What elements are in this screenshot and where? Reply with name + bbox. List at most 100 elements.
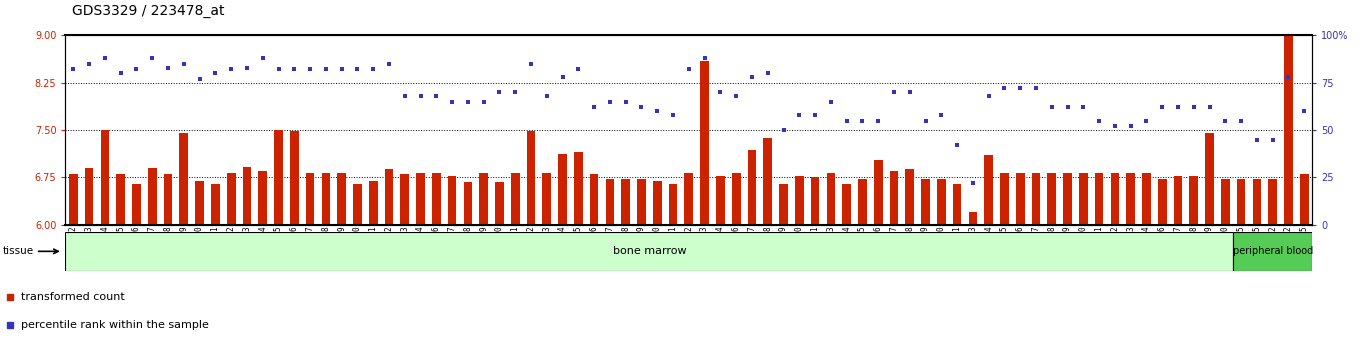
Point (205, 70, 226, 76)
Bar (1158, 179, 1166, 225)
Point (1009, 86, 1031, 91)
Bar (574, 152, 582, 225)
Bar (1127, 173, 1135, 225)
Point (993, 86, 1015, 91)
Bar (180, 133, 188, 225)
Point (709, 89, 731, 95)
Bar (85, 168, 94, 225)
Point (899, 89, 921, 95)
Point (94, 55, 116, 61)
Bar (291, 131, 299, 225)
Bar (827, 173, 835, 225)
Bar (322, 173, 330, 225)
Point (726, 93, 747, 99)
Point (551, 74, 573, 80)
Point (584, 104, 606, 110)
Point (694, 55, 716, 61)
Point (1041, 104, 1063, 110)
Bar (132, 184, 140, 225)
Point (836, 118, 858, 124)
Bar (779, 184, 788, 225)
Bar (226, 173, 236, 225)
Bar (700, 61, 709, 225)
Point (1088, 118, 1110, 124)
Point (1183, 104, 1204, 110)
Bar (1000, 173, 1009, 225)
Point (125, 67, 147, 72)
Bar (1252, 179, 1262, 225)
Bar (747, 150, 756, 225)
Text: percentile rank within the sample: percentile rank within the sample (20, 320, 209, 330)
Bar (906, 169, 914, 225)
Bar (353, 184, 361, 225)
Bar (416, 173, 424, 225)
Point (599, 99, 621, 104)
Point (1230, 118, 1252, 124)
Bar (195, 181, 205, 225)
Bar (1221, 179, 1230, 225)
Point (488, 89, 510, 95)
Point (567, 67, 589, 72)
Point (851, 118, 873, 124)
Bar (447, 176, 457, 225)
Point (947, 142, 968, 148)
Text: GDS3329 / 223478_at: GDS3329 / 223478_at (72, 4, 225, 18)
Point (315, 67, 337, 72)
Point (662, 112, 683, 118)
Text: transformed count: transformed count (20, 291, 124, 302)
Bar (810, 177, 820, 225)
Bar (653, 181, 662, 225)
Bar (1189, 176, 1198, 225)
Point (1057, 104, 1079, 110)
Bar (101, 130, 109, 225)
Bar (1237, 179, 1245, 225)
Point (883, 89, 904, 95)
Point (252, 55, 274, 61)
Bar (1110, 173, 1120, 225)
Bar (306, 173, 315, 225)
Point (615, 99, 637, 104)
Bar (337, 173, 346, 225)
Point (1151, 104, 1173, 110)
Bar (512, 173, 520, 225)
Bar (1206, 133, 1214, 225)
Bar (70, 174, 78, 225)
Point (457, 99, 479, 104)
Bar (401, 174, 409, 225)
Bar (795, 176, 803, 225)
Bar (1063, 173, 1072, 225)
Point (1072, 104, 1094, 110)
Point (1026, 86, 1048, 91)
Point (930, 112, 952, 118)
Point (915, 118, 937, 124)
Bar (858, 179, 866, 225)
Bar (1173, 176, 1183, 225)
Point (236, 65, 258, 70)
Bar (589, 174, 599, 225)
Bar (1095, 173, 1103, 225)
Point (520, 61, 542, 67)
Bar (968, 212, 977, 225)
Point (330, 67, 352, 72)
Point (772, 127, 794, 133)
Bar (1048, 173, 1056, 225)
Point (426, 93, 447, 99)
Bar (495, 182, 503, 225)
Bar (1031, 173, 1041, 225)
Point (109, 70, 131, 76)
Point (1103, 124, 1125, 129)
Bar (464, 182, 472, 225)
Bar (479, 173, 488, 225)
Bar (843, 184, 851, 225)
Bar (606, 179, 614, 225)
Point (1168, 104, 1189, 110)
Point (978, 93, 1000, 99)
Text: tissue: tissue (3, 246, 34, 256)
Point (394, 93, 416, 99)
Point (1136, 118, 1158, 124)
Bar (164, 174, 172, 225)
Point (805, 112, 827, 118)
Point (284, 67, 306, 72)
Point (536, 93, 558, 99)
Bar (543, 173, 551, 225)
